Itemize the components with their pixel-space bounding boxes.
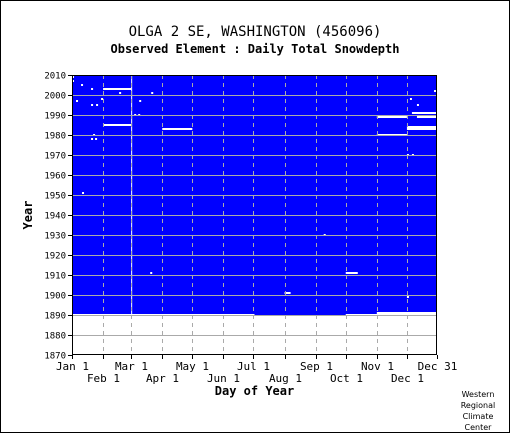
- x-tick-label: Sep 1: [300, 360, 333, 373]
- missing-data-mark: [81, 84, 84, 86]
- missing-data-mark: [103, 88, 132, 90]
- y-tick-label: 1880: [44, 332, 66, 342]
- missing-data-mark: [91, 88, 94, 90]
- x-tick-label: Mar 1: [115, 360, 148, 373]
- y-tick-label: 1900: [44, 292, 66, 302]
- missing-data-mark: [91, 104, 94, 106]
- y-tick-label: 1870: [44, 352, 66, 362]
- y-tick-label: 1960: [44, 172, 66, 182]
- missing-data-mark: [72, 76, 75, 78]
- credit-line: Center: [464, 423, 492, 432]
- missing-data-mark: [411, 112, 439, 114]
- missing-data-mark: [433, 90, 436, 92]
- missing-data-mark: [376, 116, 407, 118]
- missing-data-mark: [409, 98, 412, 100]
- missing-data-mark: [76, 100, 79, 102]
- y-tick-label: 1910: [44, 272, 66, 282]
- credit-line: Regional: [460, 401, 496, 410]
- missing-data-mark: [103, 124, 132, 126]
- missing-data-mark: [416, 104, 419, 106]
- missing-data-mark: [151, 92, 154, 94]
- y-tick-label: 2000: [44, 92, 66, 102]
- y-tick-label: 1930: [44, 232, 66, 242]
- chart-subtitle: Observed Element : Daily Total Snowdepth: [110, 42, 400, 56]
- credit-line: Climate: [462, 412, 494, 421]
- missing-data-mark: [162, 128, 193, 130]
- x-tick-label: Aug 1: [269, 372, 302, 385]
- missing-data-mark: [406, 126, 439, 128]
- y-tick-label: 2010: [44, 72, 66, 82]
- missing-data-mark: [95, 138, 98, 140]
- missing-data-mark: [139, 100, 142, 102]
- y-tick-label: 1890: [44, 312, 66, 322]
- x-tick-label: Dec 1: [391, 372, 424, 385]
- missing-data-mark: [284, 292, 291, 294]
- missing-data-mark: [416, 116, 439, 118]
- x-tick-label: Apr 1: [146, 372, 179, 385]
- missing-data-mark: [376, 312, 439, 314]
- missing-data-mark: [96, 104, 99, 106]
- x-tick-label: Feb 1: [87, 372, 120, 385]
- y-tick-label: 1990: [44, 112, 66, 122]
- y-tick-label: 1950: [44, 192, 66, 202]
- x-tick-label: Jul 1: [237, 360, 270, 373]
- x-tick-label: Dec 31: [418, 360, 458, 373]
- x-axis-label: Day of Year: [215, 384, 294, 398]
- x-tick-label: Oct 1: [330, 372, 363, 385]
- credit-text: Western Regional Climate Center: [448, 389, 508, 433]
- chart-title: OLGA 2 SE, WASHINGTON (456096): [128, 24, 382, 40]
- missing-data-mark: [119, 92, 122, 94]
- missing-data-mark: [91, 138, 94, 140]
- missing-data-mark: [72, 80, 75, 82]
- missing-data-mark: [82, 192, 85, 194]
- y-axis-label: Year: [21, 201, 35, 230]
- plot-border: [72, 75, 437, 355]
- missing-data-mark: [150, 272, 153, 274]
- x-tick-label: Jun 1: [207, 372, 240, 385]
- missing-data-mark: [406, 128, 439, 130]
- y-tick-label: 1920: [44, 252, 66, 262]
- y-tick-label: 1940: [44, 212, 66, 222]
- missing-data-mark: [345, 272, 358, 274]
- y-tick-label: 1970: [44, 152, 66, 162]
- missing-data-mark: [101, 98, 104, 100]
- y-tick-label: 1980: [44, 132, 66, 142]
- x-tick-label: May 1: [176, 360, 209, 373]
- missing-data-mark: [406, 296, 409, 298]
- x-tick-label: Jan 1: [56, 360, 89, 373]
- x-tick-label: Nov 1: [361, 360, 394, 373]
- credit-line: Western: [461, 390, 495, 399]
